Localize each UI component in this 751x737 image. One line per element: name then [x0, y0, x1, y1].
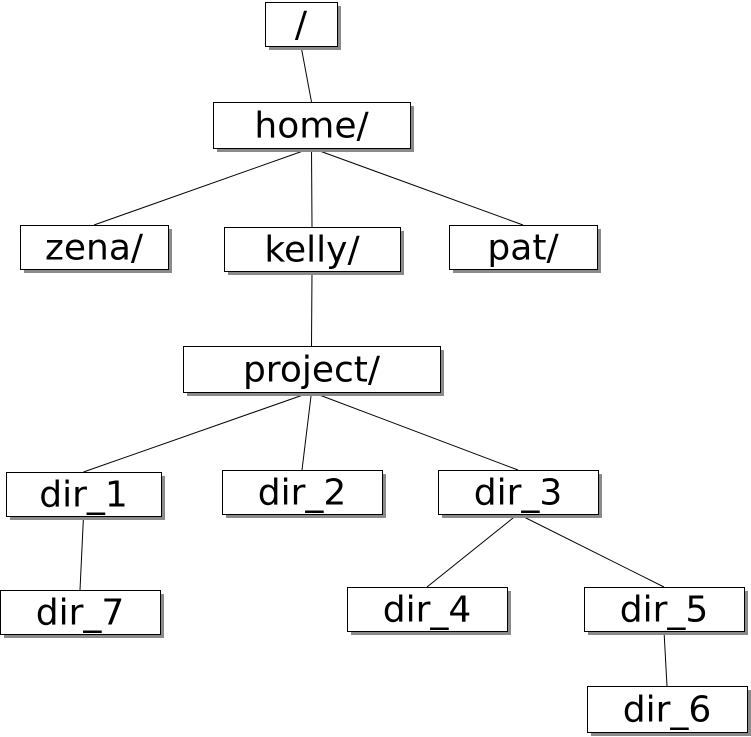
node-label: kelly/ [264, 230, 360, 271]
node-kelly: kelly/ [224, 227, 404, 275]
edge-dir_3-to-dir_5 [517, 513, 665, 588]
node-box [213, 102, 411, 149]
edge-project-to-dir_3 [311, 391, 519, 471]
node-label: / [295, 5, 308, 46]
edge-home-to-zena [93, 147, 312, 226]
node-dir-6: dir_6 [587, 686, 751, 736]
node-label: zena/ [45, 228, 144, 269]
node-label: dir_5 [620, 590, 709, 631]
edge-project-to-dir_2 [301, 391, 312, 471]
edge-dir_3-to-dir_4 [426, 513, 519, 588]
edge-dir_5-to-dir_6 [663, 630, 668, 687]
node-dir-3: dir_3 [438, 470, 602, 518]
node-label: home/ [254, 106, 369, 147]
node-box [183, 346, 441, 393]
node-label: dir_7 [36, 593, 125, 634]
node-dir-7: dir_7 [0, 590, 164, 638]
node-pat: pat/ [449, 225, 601, 273]
edge-home-to-pat [311, 147, 524, 226]
node-box [438, 470, 599, 515]
node-label: dir_1 [39, 475, 128, 516]
node-dir-4: dir_4 [347, 587, 511, 635]
node-project: project/ [183, 346, 444, 396]
edge-project-to-dir_1 [83, 391, 312, 473]
node-label: dir_4 [383, 590, 472, 631]
node-dir-5: dir_5 [584, 587, 748, 635]
node-label: dir_2 [258, 473, 347, 514]
node-label: dir_6 [623, 690, 712, 731]
node-zena: zena/ [20, 225, 172, 273]
edge-kelly-to-project [311, 270, 313, 347]
node-dir-1: dir_1 [6, 472, 165, 520]
node-box [587, 686, 748, 733]
node-box [6, 472, 162, 517]
node-box [224, 227, 401, 272]
edge-dir_1-to-dir_7 [79, 515, 84, 591]
node-root: / [265, 2, 341, 50]
node-box [0, 590, 161, 635]
node-label: project/ [243, 350, 381, 391]
edge-root-to-home [300, 45, 312, 103]
node-label: pat/ [487, 228, 559, 269]
node-box [347, 587, 508, 632]
node-box [584, 587, 745, 632]
node-box [222, 470, 383, 515]
tree-edges [79, 45, 668, 687]
node-box [265, 2, 338, 47]
node-box [449, 225, 598, 270]
node-dir-2: dir_2 [222, 470, 386, 518]
node-box [20, 225, 169, 270]
node-home: home/ [213, 102, 414, 152]
node-label: dir_3 [474, 473, 563, 514]
edge-home-to-kelly [311, 147, 313, 228]
